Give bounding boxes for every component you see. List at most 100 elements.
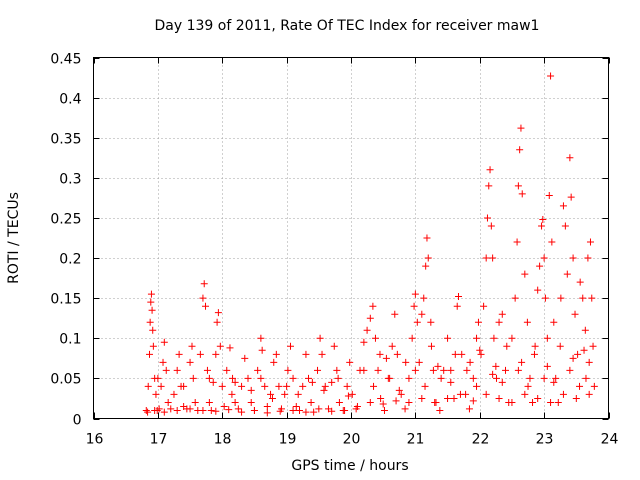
data-point xyxy=(495,318,503,326)
data-point xyxy=(212,350,220,358)
data-point xyxy=(341,406,349,414)
data-point xyxy=(547,398,555,406)
data-point xyxy=(189,374,197,382)
data-point xyxy=(559,202,567,210)
data-point xyxy=(344,392,352,400)
data-point xyxy=(411,290,419,298)
data-point xyxy=(238,408,246,416)
data-point xyxy=(543,334,551,342)
data-point xyxy=(569,354,577,362)
y-tick-label: 0 xyxy=(73,413,82,429)
data-point xyxy=(465,405,473,413)
data-point xyxy=(477,350,485,358)
data-point xyxy=(214,309,222,317)
data-point xyxy=(485,182,493,190)
data-point xyxy=(173,406,181,414)
data-point xyxy=(257,334,265,342)
data-point xyxy=(247,398,255,406)
data-point xyxy=(335,398,343,406)
y-tick-label: 0.3 xyxy=(59,172,81,188)
data-point xyxy=(489,370,497,378)
data-point xyxy=(576,278,584,286)
x-tick-label: 19 xyxy=(279,432,297,448)
data-point xyxy=(550,318,558,326)
data-point xyxy=(360,366,368,374)
data-point xyxy=(408,334,416,342)
data-point xyxy=(523,318,531,326)
data-point xyxy=(207,406,215,414)
data-point xyxy=(476,346,484,354)
data-point xyxy=(152,390,160,398)
data-point xyxy=(541,294,549,302)
x-tick-label: 17 xyxy=(150,432,168,448)
data-point xyxy=(503,342,511,350)
data-point xyxy=(590,382,598,390)
data-point xyxy=(508,398,516,406)
data-point xyxy=(492,374,500,382)
x-tick-label: 24 xyxy=(601,432,619,448)
data-point xyxy=(547,72,555,80)
data-point xyxy=(440,366,448,374)
data-point xyxy=(160,338,168,346)
data-point xyxy=(559,390,567,398)
data-point xyxy=(146,350,154,358)
data-point xyxy=(469,397,477,405)
data-point xyxy=(314,366,322,374)
data-point xyxy=(556,342,564,350)
data-point xyxy=(286,342,294,350)
data-point xyxy=(451,350,459,358)
data-point xyxy=(244,374,252,382)
data-point xyxy=(216,342,224,350)
data-point xyxy=(521,390,529,398)
data-point xyxy=(514,182,522,190)
data-point xyxy=(226,344,234,352)
data-point xyxy=(483,214,491,222)
data-point xyxy=(447,366,455,374)
data-point xyxy=(284,366,292,374)
data-point xyxy=(302,350,310,358)
data-point xyxy=(370,382,378,390)
data-point xyxy=(199,294,207,302)
data-point xyxy=(328,378,336,386)
data-point xyxy=(366,314,374,322)
data-point xyxy=(333,366,341,374)
data-point xyxy=(205,398,213,406)
data-point xyxy=(498,378,506,386)
data-point xyxy=(162,366,170,374)
data-point xyxy=(393,350,401,358)
data-point xyxy=(511,294,519,302)
x-tick-label: 23 xyxy=(536,432,554,448)
data-point xyxy=(296,406,303,414)
data-point xyxy=(371,334,379,342)
x-tick-label: 21 xyxy=(407,432,425,448)
data-point xyxy=(518,190,526,198)
data-point xyxy=(582,374,590,382)
data-point xyxy=(281,390,289,398)
data-point xyxy=(480,302,488,310)
y-tick-label: 0.4 xyxy=(59,92,81,108)
data-point xyxy=(377,394,385,402)
data-point xyxy=(299,382,307,390)
data-point xyxy=(263,409,271,417)
data-point xyxy=(148,306,156,314)
data-point xyxy=(223,366,231,374)
data-point xyxy=(517,124,525,132)
data-point xyxy=(552,374,560,382)
data-point xyxy=(463,366,471,374)
data-point xyxy=(431,398,439,406)
data-point xyxy=(318,350,326,358)
data-point xyxy=(423,234,431,242)
data-point xyxy=(538,222,546,230)
data-point xyxy=(490,334,498,342)
x-tick-label: 22 xyxy=(472,432,490,448)
data-point xyxy=(363,326,371,334)
data-point xyxy=(415,358,423,366)
data-point xyxy=(567,193,575,201)
data-point xyxy=(231,378,239,386)
data-point xyxy=(489,254,497,262)
data-point xyxy=(321,382,329,390)
data-point xyxy=(173,366,181,374)
data-points xyxy=(142,72,598,417)
data-point xyxy=(270,358,278,366)
